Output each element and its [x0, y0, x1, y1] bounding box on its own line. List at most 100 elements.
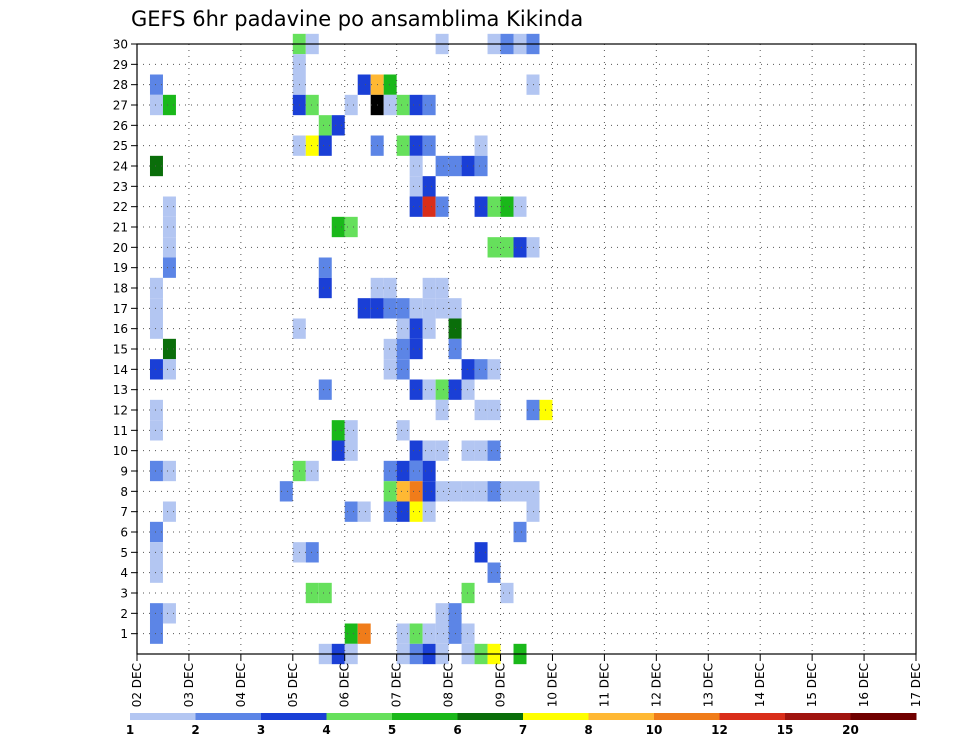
heatmap-cell [383, 501, 397, 522]
heatmap-cell [500, 582, 514, 604]
heatmap-cell [331, 115, 345, 136]
heatmap-cell [357, 623, 371, 644]
heatmap-cell [487, 562, 501, 583]
heatmap-cell [396, 460, 410, 482]
heatmap-cell [487, 440, 501, 461]
heatmap-cell [383, 298, 397, 319]
heatmap-cell [149, 155, 163, 177]
x-tick-label: 13 DEC [701, 663, 715, 707]
heatmap-cell [487, 359, 501, 380]
heatmap-cell [318, 277, 332, 299]
heatmap-cell [422, 135, 436, 156]
heatmap-cell [149, 399, 163, 421]
heatmap-cell [162, 257, 176, 278]
heatmap-cell [409, 196, 423, 217]
heatmap-cell [396, 623, 410, 644]
heatmap-cell [383, 338, 397, 360]
heatmap-cell [383, 359, 397, 380]
heatmap-cell [162, 94, 176, 116]
y-tick-label: 25 [113, 139, 128, 153]
y-tick-label: 13 [113, 383, 128, 397]
heatmap-cell [435, 298, 449, 319]
heatmap-cell [149, 460, 163, 482]
heatmap-cell [461, 481, 475, 502]
heatmap-cell [331, 216, 345, 238]
colorbar-swatch [392, 713, 458, 720]
heatmap-cell [422, 481, 436, 502]
x-tick-label: 17 DEC [909, 663, 923, 707]
heatmap-cell [435, 277, 449, 299]
heatmap-cell [383, 460, 397, 482]
heatmap-cell [149, 277, 163, 299]
heatmap-cell [435, 623, 449, 644]
heatmap-cell [357, 501, 371, 522]
y-tick-label: 7 [120, 505, 128, 519]
y-tick-label: 26 [113, 119, 128, 133]
colorbar-swatch [719, 713, 786, 720]
heatmap-cell [435, 399, 449, 421]
x-tick-label: 07 DEC [390, 663, 404, 707]
heatmap-cell [305, 582, 319, 604]
y-tick-label: 19 [113, 261, 128, 275]
heatmap-cell [422, 94, 436, 116]
heatmap-cell [487, 196, 501, 217]
heatmap-cell [357, 74, 371, 95]
heatmap-cell [435, 196, 449, 217]
heatmap-cell [162, 359, 176, 380]
heatmap-cell [461, 623, 475, 644]
heatmap-cell [149, 420, 163, 441]
heatmap-cell [318, 135, 332, 156]
heatmap-cells [149, 33, 553, 665]
heatmap-cell [409, 318, 423, 339]
heatmap-cell [162, 338, 176, 360]
colorbar-label: 7 [519, 723, 527, 737]
heatmap-cell [474, 542, 488, 563]
heatmap-cell [279, 481, 293, 502]
colorbar-label: 10 [646, 723, 663, 737]
heatmap-cell [305, 460, 319, 482]
y-tick-label: 29 [113, 58, 128, 72]
heatmap-cell [513, 521, 527, 543]
heatmap-cell [162, 196, 176, 217]
heatmap-cell [487, 399, 501, 421]
heatmap-cell [474, 481, 488, 502]
heatmap-cell [422, 176, 436, 197]
y-tick-label: 3 [120, 587, 128, 601]
y-tick-label: 2 [120, 607, 128, 621]
colorbar-label: 20 [842, 723, 859, 737]
heatmap-cell [162, 501, 176, 522]
heatmap-cell [149, 521, 163, 543]
heatmap-cell [409, 501, 423, 522]
y-tick-label: 11 [113, 424, 128, 438]
heatmap-cell [526, 399, 540, 421]
heatmap-cell [422, 298, 436, 319]
heatmap-cell [344, 440, 358, 461]
heatmap-cell [396, 420, 410, 441]
y-axis: 1234567891011121314151617181920212223242… [113, 38, 137, 641]
heatmap-cell [435, 440, 449, 461]
heatmap-cell [422, 379, 436, 400]
colorbar-swatch [195, 713, 262, 720]
y-tick-label: 9 [120, 465, 128, 479]
heatmap-cell [344, 420, 358, 441]
x-tick-label: 12 DEC [649, 663, 663, 707]
heatmap-cell [409, 135, 423, 156]
colorbar-swatch [785, 713, 851, 720]
heatmap-cell [474, 399, 488, 421]
heatmap-cell [396, 338, 410, 360]
colorbar-label: 1 [126, 723, 134, 737]
heatmap-cell [422, 460, 436, 482]
heatmap-cell [149, 542, 163, 563]
grid-lines [137, 44, 917, 654]
x-tick-label: 06 DEC [338, 663, 352, 707]
colorbar-label: 6 [453, 723, 461, 737]
x-tick-label: 15 DEC [805, 663, 819, 707]
heatmap-cell [526, 501, 540, 522]
heatmap-cell [344, 216, 358, 238]
heatmap-cell [149, 318, 163, 339]
heatmap-cell [409, 379, 423, 400]
heatmap-cell [474, 440, 488, 461]
heatmap-cell [409, 440, 423, 461]
heatmap-cell [422, 196, 436, 217]
